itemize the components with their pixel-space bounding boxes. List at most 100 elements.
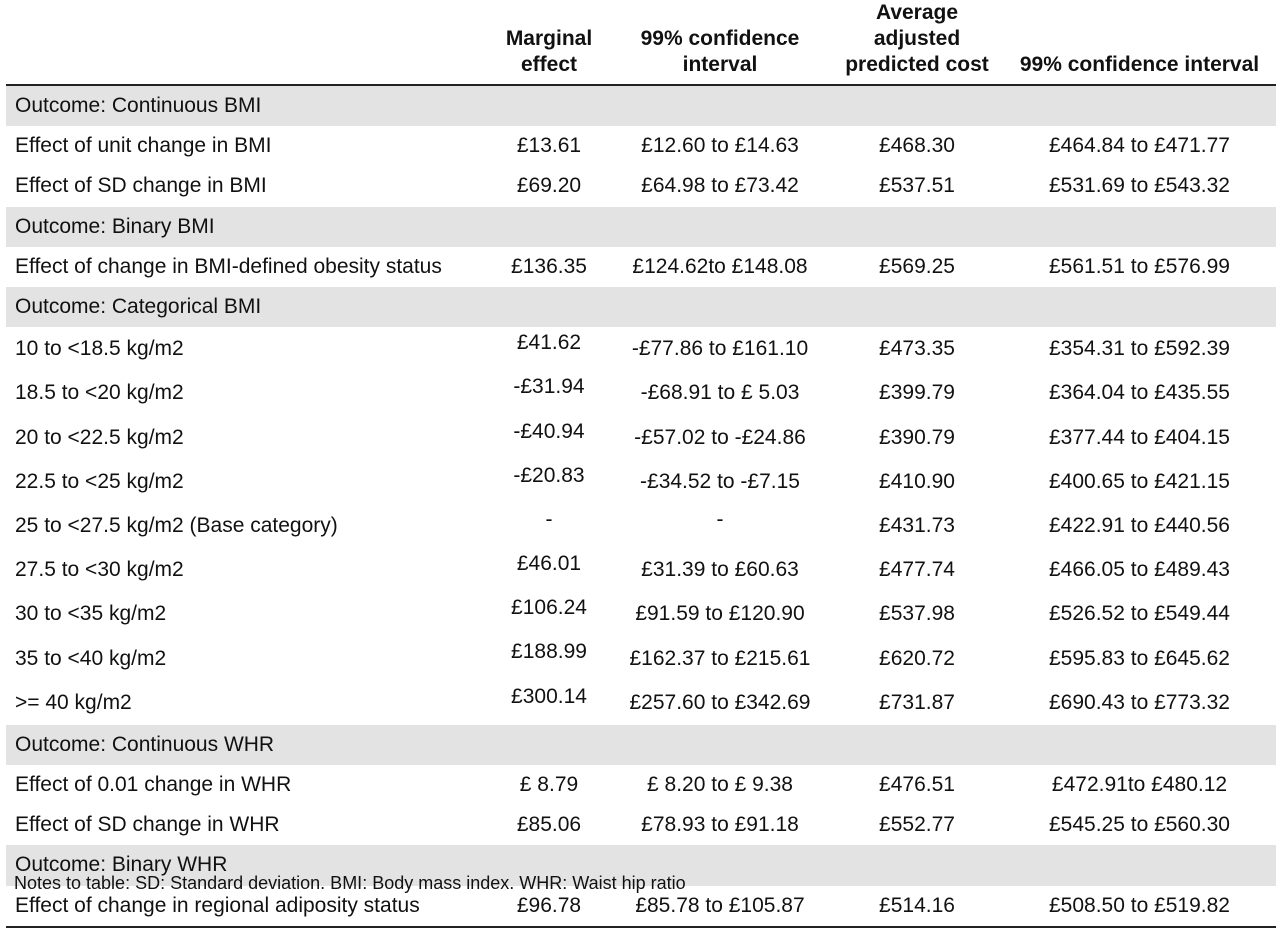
table-row: 25 to <27.5 kg/m2 (Base category) - - £4… bbox=[6, 504, 1276, 548]
marginal-effect: £136.35 bbox=[511, 254, 587, 278]
row-label: 10 to <18.5 kg/m2 bbox=[15, 337, 184, 361]
marginal-effect: - bbox=[545, 507, 553, 531]
results-table-container: Marginal effect 99% confidence interval Av… bbox=[6, 0, 1276, 928]
confidence-interval: £ 8.20 to £ 9.38 bbox=[647, 773, 793, 797]
confidence-interval: - bbox=[716, 507, 724, 531]
predicted-cost: £473.35 bbox=[879, 337, 955, 361]
predicted-cost: £537.98 bbox=[879, 602, 955, 626]
confidence-interval: -£68.91 to £ 5.03 bbox=[640, 381, 800, 405]
marginal-effect: £ 8.79 bbox=[519, 773, 579, 797]
confidence-interval: £91.59 to £120.90 bbox=[635, 602, 805, 626]
row-label: 27.5 to <30 kg/m2 bbox=[15, 558, 184, 582]
results-table: Marginal effect 99% confidence interval Av… bbox=[6, 0, 1276, 928]
row-label: >= 40 kg/m2 bbox=[15, 690, 132, 714]
marginal-effect: £41.62 bbox=[516, 331, 582, 355]
header-predicted-cost: Average adjusted predicted cost bbox=[845, 1, 989, 76]
section-row-continuous-whr: Outcome: Continuous WHR bbox=[6, 724, 1276, 765]
row-label: Effect of SD change in BMI bbox=[15, 174, 267, 198]
table-row: Effect of SD change in WHR £85.06 £78.93… bbox=[6, 805, 1276, 845]
row-label: 18.5 to <20 kg/m2 bbox=[15, 381, 184, 405]
predicted-cost: £569.25 bbox=[879, 254, 955, 278]
table-row: 22.5 to <25 kg/m2 -£20.83 -£34.52 to -£7… bbox=[6, 460, 1276, 504]
confidence-interval: £31.39 to £60.63 bbox=[641, 558, 799, 582]
header-blank bbox=[6, 0, 489, 85]
confidence-interval: £124.62to £148.08 bbox=[632, 254, 808, 278]
marginal-effect: -£40.94 bbox=[513, 419, 585, 443]
section-row-binary-whr: Outcome: Binary WHR bbox=[6, 845, 1276, 886]
section-label: Outcome: Continuous BMI bbox=[6, 85, 1276, 127]
confidence-interval: -£34.52 to -£7.15 bbox=[640, 469, 800, 493]
section-label: Outcome: Continuous WHR bbox=[6, 724, 1276, 765]
cost-confidence-interval: £545.25 to £560.30 bbox=[1048, 813, 1230, 837]
table-row: 18.5 to <20 kg/m2 -£31.94 -£68.91 to £ 5… bbox=[6, 371, 1276, 415]
cost-confidence-interval: £422.91 to £440.56 bbox=[1048, 513, 1230, 537]
table-row: >= 40 kg/m2 £300.14 £257.60 to £342.69 £… bbox=[6, 681, 1276, 725]
confidence-interval: -£77.86 to £161.10 bbox=[631, 337, 809, 361]
header-marginal-effect: Marginal effect bbox=[505, 27, 593, 76]
table-row: Effect of change in BMI-defined obesity … bbox=[6, 247, 1276, 287]
header-confidence-interval: 99% confidence interval bbox=[640, 27, 800, 76]
confidence-interval: £162.37 to £215.61 bbox=[629, 646, 811, 670]
predicted-cost: £731.87 bbox=[879, 690, 955, 714]
predicted-cost: £410.90 bbox=[879, 469, 955, 493]
confidence-interval: £78.93 to £91.18 bbox=[641, 813, 799, 837]
predicted-cost: £468.30 bbox=[879, 134, 955, 158]
row-label: Effect of 0.01 change in WHR bbox=[15, 773, 292, 797]
section-row-categorical-bmi: Outcome: Categorical BMI bbox=[6, 286, 1276, 328]
section-label: Outcome: Binary BMI bbox=[6, 206, 1276, 247]
table-row: 35 to <40 kg/m2 £188.99 £162.37 to £215.… bbox=[6, 636, 1276, 680]
predicted-cost: £514.16 bbox=[879, 893, 955, 917]
predicted-cost: £552.77 bbox=[879, 813, 955, 837]
cost-confidence-interval: £377.44 to £404.15 bbox=[1048, 425, 1230, 449]
predicted-cost: £620.72 bbox=[879, 646, 955, 670]
table-row: Effect of SD change in BMI £69.20 £64.98… bbox=[6, 166, 1276, 206]
row-label: 30 to <35 kg/m2 bbox=[15, 602, 167, 626]
row-label: 22.5 to <25 kg/m2 bbox=[15, 469, 184, 493]
section-label: Outcome: Categorical BMI bbox=[6, 286, 1276, 328]
cost-confidence-interval: £472.91to £480.12 bbox=[1051, 773, 1228, 797]
predicted-cost: £476.51 bbox=[879, 773, 955, 797]
predicted-cost: £537.51 bbox=[879, 174, 955, 198]
cost-confidence-interval: £690.43 to £773.32 bbox=[1048, 690, 1230, 714]
section-row-continuous-bmi: Outcome: Continuous BMI bbox=[6, 85, 1276, 127]
table-row: Effect of unit change in BMI £13.61 £12.… bbox=[6, 126, 1276, 166]
cost-confidence-interval: £561.51 to £576.99 bbox=[1048, 254, 1230, 278]
row-label: 25 to <27.5 kg/m2 (Base category) bbox=[15, 513, 338, 537]
confidence-interval: -£57.02 to -£24.86 bbox=[634, 425, 806, 449]
cost-confidence-interval: £595.83 to £645.62 bbox=[1048, 646, 1230, 670]
row-label: 20 to <22.5 kg/m2 bbox=[15, 425, 184, 449]
cost-confidence-interval: £531.69 to £543.32 bbox=[1048, 174, 1230, 198]
cost-confidence-interval: £466.05 to £489.43 bbox=[1048, 558, 1230, 582]
marginal-effect: £300.14 bbox=[511, 684, 587, 708]
cost-confidence-interval: £464.84 to £471.77 bbox=[1048, 134, 1230, 158]
table-notes: Notes to table: SD: Standard deviation. … bbox=[14, 873, 686, 893]
marginal-effect: £106.24 bbox=[511, 596, 587, 620]
cost-confidence-interval: £508.50 to £519.82 bbox=[1048, 893, 1230, 917]
marginal-effect: -£20.83 bbox=[513, 463, 585, 487]
table-row: 27.5 to <30 kg/m2 £46.01 £31.39 to £60.6… bbox=[6, 548, 1276, 592]
confidence-interval: £257.60 to £342.69 bbox=[629, 690, 811, 714]
row-label: Effect of unit change in BMI bbox=[15, 134, 272, 158]
header-cost-confidence-interval: 99% confidence interval bbox=[1019, 53, 1260, 76]
predicted-cost: £477.74 bbox=[879, 558, 955, 582]
table-row: 10 to <18.5 kg/m2 £41.62 -£77.86 to £161… bbox=[6, 327, 1276, 371]
predicted-cost: £399.79 bbox=[879, 381, 955, 405]
row-label: 35 to <40 kg/m2 bbox=[15, 646, 167, 670]
confidence-interval: £64.98 to £73.42 bbox=[641, 174, 799, 198]
table-row: 30 to <35 kg/m2 £106.24 £91.59 to £120.9… bbox=[6, 592, 1276, 636]
table-row: 20 to <22.5 kg/m2 -£40.94 -£57.02 to -£2… bbox=[6, 416, 1276, 460]
marginal-effect: -£31.94 bbox=[513, 375, 585, 399]
row-label: Effect of change in BMI-defined obesity … bbox=[15, 254, 442, 278]
cost-confidence-interval: £354.31 to £592.39 bbox=[1048, 337, 1230, 361]
predicted-cost: £431.73 bbox=[879, 513, 955, 537]
cost-confidence-interval: £526.52 to £549.44 bbox=[1048, 602, 1230, 626]
cost-confidence-interval: £400.65 to £421.15 bbox=[1048, 469, 1230, 493]
marginal-effect: £13.61 bbox=[516, 134, 582, 158]
marginal-effect: £85.06 bbox=[516, 813, 582, 837]
marginal-effect: £69.20 bbox=[516, 174, 582, 198]
marginal-effect: £46.01 bbox=[516, 552, 582, 576]
confidence-interval: £12.60 to £14.63 bbox=[641, 134, 799, 158]
header-row: Marginal effect 99% confidence interval Av… bbox=[6, 0, 1276, 85]
table-row: Effect of 0.01 change in WHR £ 8.79 £ 8.… bbox=[6, 765, 1276, 805]
marginal-effect: £188.99 bbox=[511, 640, 587, 664]
